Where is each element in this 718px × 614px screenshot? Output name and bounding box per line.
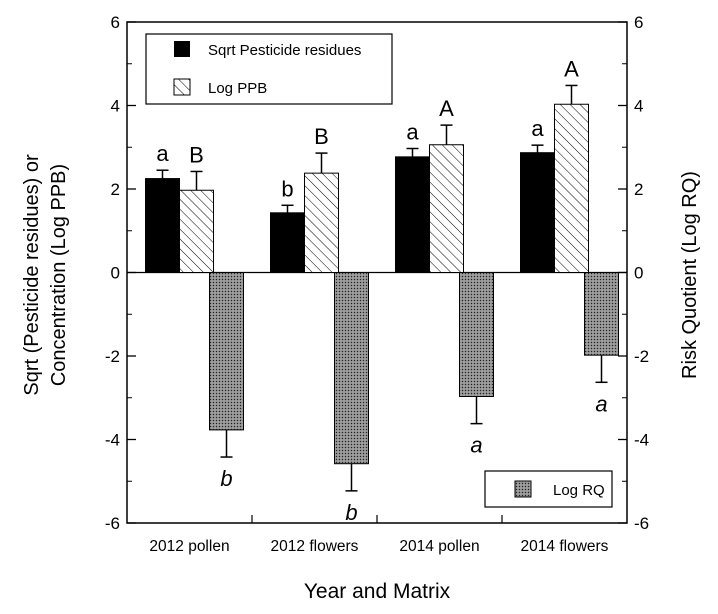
bar-sqrt-pesticide-residues <box>270 212 305 273</box>
right-tick-label: -4 <box>634 431 649 450</box>
left-tick-label: -6 <box>105 514 120 533</box>
significance-label: a <box>470 433 482 458</box>
right-tick-label: 4 <box>634 97 643 116</box>
significance-label: a <box>531 116 544 141</box>
legend-swatch-sqrt <box>174 41 190 57</box>
left-tick-label: -2 <box>105 347 120 366</box>
significance-label: a <box>406 120 419 145</box>
bar-sqrt-pesticide-residues <box>145 178 180 273</box>
right-tick-label: 0 <box>634 264 643 283</box>
significance-label: b <box>220 466 232 491</box>
legend-label-sqrt: Sqrt Pesticide residues <box>208 42 361 59</box>
x-tick-label: 2014 flowers <box>521 538 609 555</box>
bar-sqrt-pesticide-residues <box>395 156 430 273</box>
right-tick-label: 2 <box>634 180 643 199</box>
left-tick-label: 6 <box>111 13 120 32</box>
bar-log-rq <box>584 272 619 356</box>
significance-label: A <box>439 96 454 121</box>
bar-log-rq <box>459 272 494 397</box>
left-tick-label: 2 <box>111 180 120 199</box>
legend-label-logppb: Log PPB <box>208 80 267 97</box>
significance-label: a <box>156 141 169 166</box>
legend-swatch-logppb <box>173 78 191 96</box>
left-tick-label: 0 <box>111 264 120 283</box>
significance-label: A <box>564 56 579 81</box>
legend-label-logrq: Log RQ <box>553 482 605 499</box>
significance-label: B <box>189 142 204 167</box>
bar-log-ppb <box>304 172 339 273</box>
significance-label: b <box>345 500 357 525</box>
bar-log-rq <box>209 272 244 431</box>
plot-area: -6 -6 -4 -4 -2 -2 0 0 2 2 4 4 6 6 2012 pollen 2012 flow… <box>21 13 701 603</box>
bar-sqrt-pesticide-residues <box>520 152 555 274</box>
y-axis-title-left-line1: Sqrt (Pesticide residues) or <box>21 154 43 396</box>
right-tick-label: 6 <box>634 13 643 32</box>
significance-label: b <box>281 176 293 201</box>
y-axis-title-right: Risk Quotient (Log RQ) <box>679 171 701 379</box>
legend-swatch-logrq <box>514 480 532 498</box>
left-tick-label: 4 <box>111 97 120 116</box>
right-tick-label: -2 <box>634 347 649 366</box>
x-tick-label: 2014 pollen <box>399 538 479 555</box>
bar-log-ppb <box>429 144 464 273</box>
significance-label: a <box>595 391 607 416</box>
x-tick-label: 2012 pollen <box>149 538 229 555</box>
x-tick-label: 2012 flowers <box>271 538 359 555</box>
legend-box-bottom <box>484 470 613 508</box>
left-tick-label: -4 <box>105 431 120 450</box>
bar-log-rq <box>334 272 369 465</box>
y-axis-title-left-line2: Concentration (Log PPB) <box>48 164 70 386</box>
significance-label: B <box>314 124 329 149</box>
x-axis-title: Year and Matrix <box>304 580 451 603</box>
bar-log-ppb <box>554 103 589 273</box>
bar-log-ppb <box>179 189 214 273</box>
right-tick-label: -6 <box>634 514 649 533</box>
